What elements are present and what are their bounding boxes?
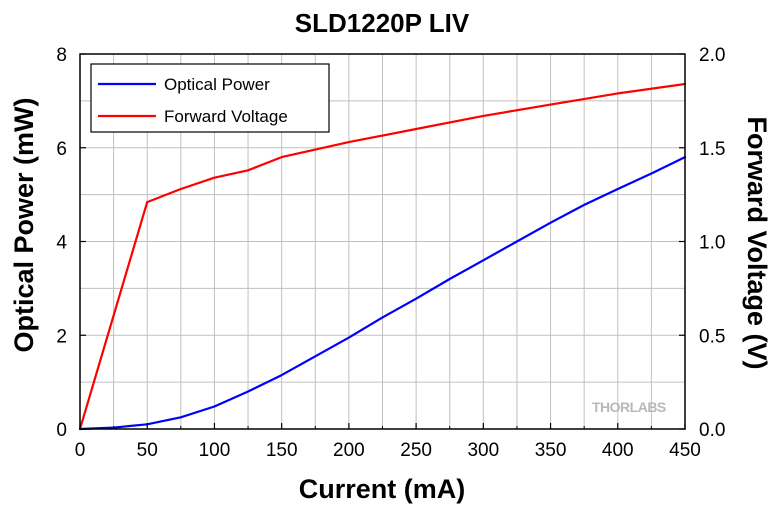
y-tick-label: 2 [56, 326, 67, 347]
y-tick-label: 8 [56, 45, 67, 66]
y-axis-label: Optical Power (mW) [9, 97, 39, 352]
x-tick-label: 250 [400, 440, 432, 461]
legend: Optical Power Forward Voltage [90, 63, 330, 133]
y-tick-label: 4 [56, 233, 67, 254]
legend-box [90, 63, 330, 133]
x-axis-label: Current (mA) [299, 474, 466, 504]
y2-axis-label: Forward Voltage (V) [742, 116, 772, 369]
y-tick-label: 0 [56, 420, 67, 441]
x-tick-label: 300 [467, 440, 499, 461]
y2-tick-label: 0.0 [699, 420, 725, 441]
x-tick-label: 100 [199, 440, 231, 461]
x-tick-label: 350 [535, 440, 567, 461]
x-tick-label: 450 [669, 440, 701, 461]
x-tick-label: 0 [75, 440, 86, 461]
legend-label-optical-power: Optical Power [164, 75, 270, 94]
y2-tick-label: 0.5 [699, 326, 725, 347]
tick-labels: 0 50 100 150 200 250 300 350 400 450 0 2 4 6 8 0.0 0.5 1.… [56, 45, 725, 461]
x-tick-label: 400 [602, 440, 634, 461]
y2-tick-label: 1.0 [699, 233, 725, 254]
thorlabs-watermark: THORLABS [592, 399, 666, 415]
series-layer [78, 82, 687, 431]
x-tick-label: 200 [333, 440, 365, 461]
x-tick-label: 50 [137, 440, 158, 461]
series-line-optical-power [78, 156, 687, 431]
chart-title: SLD1220P LIV [295, 8, 470, 38]
ticks [79, 53, 686, 430]
y2-tick-label: 2.0 [699, 45, 725, 66]
series-line-forward-voltage [78, 82, 687, 431]
y2-tick-label: 1.5 [699, 139, 725, 160]
x-tick-label: 150 [266, 440, 298, 461]
y-tick-label: 6 [56, 139, 67, 160]
legend-label-forward-voltage: Forward Voltage [164, 107, 288, 126]
